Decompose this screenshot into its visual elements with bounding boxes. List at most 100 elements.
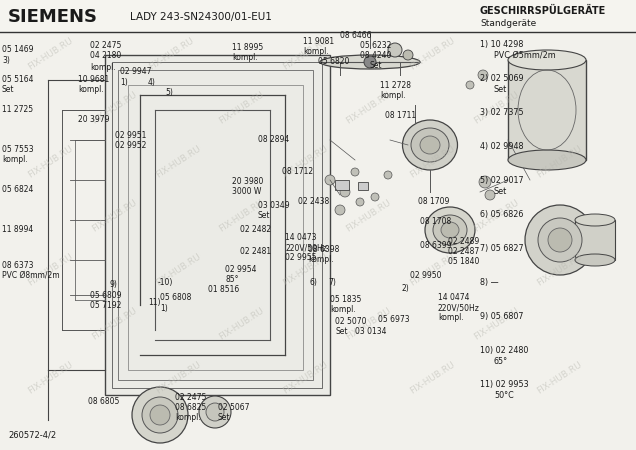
Text: 220V/50Hz: 220V/50Hz: [285, 243, 327, 252]
Text: 8) —: 8) —: [480, 278, 499, 287]
Text: -10): -10): [158, 278, 174, 287]
Text: GESCHIRRSPÜLGERÄTE: GESCHIRRSPÜLGERÄTE: [480, 6, 606, 16]
Text: 85°: 85°: [225, 275, 238, 284]
Text: 10 9681: 10 9681: [78, 76, 109, 85]
Text: 05 6820: 05 6820: [318, 58, 349, 67]
Text: 02 9952: 02 9952: [115, 140, 146, 149]
Text: 05 1835: 05 1835: [330, 296, 361, 305]
Text: Set: Set: [218, 414, 230, 423]
Text: 02 9951: 02 9951: [115, 130, 146, 140]
Text: FIX-HUB.RU: FIX-HUB.RU: [408, 360, 457, 396]
Circle shape: [403, 50, 413, 60]
Text: 6): 6): [310, 278, 318, 287]
Text: kompl.: kompl.: [175, 414, 201, 423]
Ellipse shape: [433, 215, 467, 245]
Text: 08 6805: 08 6805: [88, 397, 120, 406]
Text: 08 4240: 08 4240: [360, 50, 391, 59]
Circle shape: [485, 190, 495, 200]
Text: FIX-HUB.RU: FIX-HUB.RU: [90, 90, 139, 126]
Text: FIX-HUB.RU: FIX-HUB.RU: [218, 306, 266, 342]
Text: kompl.: kompl.: [438, 314, 464, 323]
Text: Set: Set: [2, 86, 15, 94]
Text: 7) 05 6827: 7) 05 6827: [480, 244, 523, 253]
Text: 4) 02 9948: 4) 02 9948: [480, 142, 523, 151]
Text: 05 1840: 05 1840: [448, 257, 480, 266]
Text: 08 1712: 08 1712: [282, 167, 313, 176]
Text: kompl.: kompl.: [303, 48, 329, 57]
Text: FIX-HUB.RU: FIX-HUB.RU: [148, 36, 196, 72]
Text: FIX-HUB.RU: FIX-HUB.RU: [345, 198, 393, 234]
Text: 02 9947: 02 9947: [120, 68, 151, 76]
Text: FIX-HUB.RU: FIX-HUB.RU: [27, 360, 75, 396]
Text: kompl.: kompl.: [232, 54, 258, 63]
Text: 02 2482: 02 2482: [240, 225, 271, 234]
Text: 1) 10 4298: 1) 10 4298: [480, 40, 523, 49]
Text: 03 0349: 03 0349: [258, 201, 289, 210]
Ellipse shape: [411, 128, 449, 162]
Circle shape: [325, 175, 335, 185]
Text: kompl.: kompl.: [330, 306, 356, 315]
Text: 20 3980: 20 3980: [232, 177, 263, 186]
Text: 05 6824: 05 6824: [2, 185, 33, 194]
Text: Set: Set: [335, 328, 347, 337]
Text: 2): 2): [402, 284, 410, 292]
Text: Set: Set: [494, 187, 508, 196]
Text: FIX-HUB.RU: FIX-HUB.RU: [90, 198, 139, 234]
Text: 4): 4): [148, 77, 156, 86]
Text: 9): 9): [110, 280, 118, 289]
Text: PVC Ø8mm/2m: PVC Ø8mm/2m: [2, 270, 60, 279]
Text: FIX-HUB.RU: FIX-HUB.RU: [408, 144, 457, 180]
Text: FIX-HUB.RU: FIX-HUB.RU: [536, 144, 584, 180]
Text: kompl.: kompl.: [2, 156, 28, 165]
Circle shape: [142, 397, 178, 433]
Ellipse shape: [441, 222, 459, 238]
Text: 01 8516: 01 8516: [208, 285, 239, 294]
Text: 65°: 65°: [494, 357, 508, 366]
Text: 02 2487: 02 2487: [448, 248, 480, 256]
Circle shape: [388, 43, 402, 57]
Text: 08 1709: 08 1709: [418, 198, 450, 207]
Circle shape: [538, 218, 582, 262]
Text: 05 5164: 05 5164: [2, 76, 34, 85]
Circle shape: [364, 56, 376, 68]
Ellipse shape: [403, 120, 457, 170]
Text: 20 3979: 20 3979: [78, 116, 109, 125]
Text: 14 0474: 14 0474: [438, 293, 469, 302]
Text: 3000 W: 3000 W: [232, 188, 261, 197]
Text: Standgeräte: Standgeräte: [480, 18, 536, 27]
Bar: [575, 220, 615, 260]
Text: FIX-HUB.RU: FIX-HUB.RU: [536, 360, 584, 396]
Text: FIX-HUB.RU: FIX-HUB.RU: [472, 306, 520, 342]
Text: 05 6232: 05 6232: [360, 40, 391, 50]
Text: 3) 02 7375: 3) 02 7375: [480, 108, 523, 117]
Text: Set: Set: [370, 60, 382, 69]
Circle shape: [132, 387, 188, 443]
Text: 02 5067: 02 5067: [218, 404, 249, 413]
Bar: [358, 182, 368, 190]
Text: 05 1469: 05 1469: [2, 45, 34, 54]
Text: 50°C: 50°C: [494, 391, 514, 400]
Text: 02 2489: 02 2489: [448, 238, 480, 247]
Text: kompl.: kompl.: [78, 86, 104, 94]
Circle shape: [335, 205, 345, 215]
Text: 260572-4/2: 260572-4/2: [8, 431, 56, 440]
Text: 11): 11): [148, 297, 160, 306]
Ellipse shape: [508, 150, 586, 170]
Text: 02 2481: 02 2481: [240, 248, 271, 256]
Text: FIX-HUB.RU: FIX-HUB.RU: [536, 252, 584, 288]
Text: 10) 02 2480: 10) 02 2480: [480, 346, 529, 355]
Text: FIX-HUB.RU: FIX-HUB.RU: [154, 360, 202, 396]
Text: 6) 05 6826: 6) 05 6826: [480, 210, 523, 219]
Text: 04 2180: 04 2180: [90, 50, 121, 59]
Text: 05 7192: 05 7192: [90, 301, 121, 310]
Ellipse shape: [425, 207, 475, 253]
Text: 11) 02 9953: 11) 02 9953: [480, 380, 529, 389]
Text: FIX-HUB.RU: FIX-HUB.RU: [27, 36, 75, 72]
Bar: [508, 60, 586, 160]
Text: FIX-HUB.RU: FIX-HUB.RU: [90, 306, 139, 342]
Circle shape: [466, 81, 474, 89]
Text: 11 8995: 11 8995: [232, 44, 263, 53]
Text: FIX-HUB.RU: FIX-HUB.RU: [27, 144, 75, 180]
Text: 08 6466: 08 6466: [340, 31, 371, 40]
Text: kompl.: kompl.: [380, 90, 406, 99]
